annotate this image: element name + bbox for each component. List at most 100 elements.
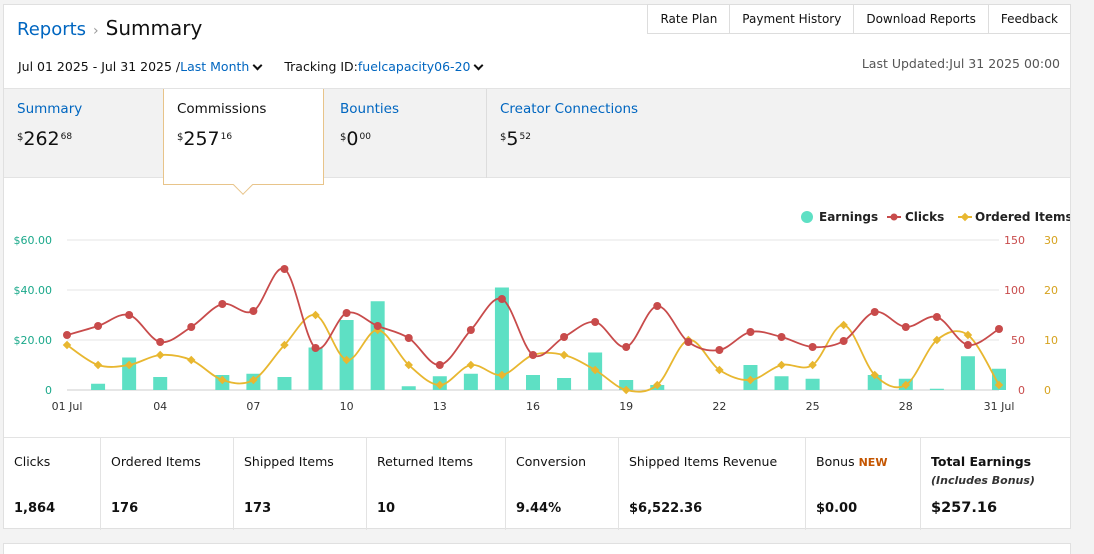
earnings-bar [805,378,820,390]
legend-ordered-label: Ordered Items [975,210,1070,224]
breadcrumb-separator-icon: › [93,23,99,39]
tab-bounties[interactable]: Bounties $ 0 00 [327,89,487,178]
left-axis-tick-label: $20.00 [14,334,53,347]
tab-creator-connections[interactable]: Creator Connections $ 5 52 [487,89,1070,178]
x-axis-tick-label: 07 [246,400,260,413]
date-range-text: Jul 01 2025 - Jul 31 2025 / [18,59,181,74]
ordered-items-point [124,360,134,370]
earnings-bar [619,380,634,390]
clicks-point [715,346,724,354]
amount-int: 5 [506,128,519,150]
download-reports-button[interactable]: Download Reports [853,4,988,34]
earnings-bar [463,373,478,390]
clicks-point [218,300,227,308]
rate-plan-button[interactable]: Rate Plan [647,4,730,34]
earnings-bar [153,377,168,390]
tab-summary[interactable]: Summary $ 262 68 [4,89,164,178]
legend-ordered-marker [960,212,970,222]
clicks-axis-tick-label: 0 [1018,384,1025,397]
clicks-point [125,311,134,319]
earnings-bar [339,320,354,390]
x-axis-tick-label: 31 Jul [984,400,1015,413]
x-axis-tick-label: 13 [433,400,447,413]
ordered-items-point [435,380,445,390]
period-chevron-down-icon[interactable] [252,60,263,70]
page-title: Summary [105,16,203,40]
last-updated: Last Updated:Jul 31 2025 00:00 [861,56,1060,71]
tracking-chevron-down-icon[interactable] [474,60,484,70]
breadcrumb: Reports › Summary [17,16,202,40]
ordered-items-point [932,335,942,345]
tab-commissions-label: Commissions [177,101,267,117]
ordered-items-point [404,360,413,370]
stat-total-earnings-label: Total Earnings [931,454,1032,469]
tab-summary-amount: $ 262 68 [17,129,72,149]
clicks-point [777,333,786,341]
amount-dec: 68 [60,132,73,142]
clicks-point [963,341,972,349]
clicks-point [249,307,258,315]
stat-conversion: Conversion 9.44% [506,438,619,530]
legend-earnings-marker [801,211,813,223]
clicks-point [311,344,320,352]
amount-symbol: $ [500,132,507,143]
clicks-point [995,325,1003,333]
stat-returned-items-label: Returned Items [377,454,474,469]
legend-clicks-marker [890,213,898,221]
clicks-point [901,323,910,331]
filter-bar: Jul 01 2025 - Jul 31 2025 / Last Month T… [18,59,488,74]
tracking-id-label: Tracking ID: [284,59,358,74]
amount-dec: 00 [359,132,371,142]
stat-total-earnings-sub: (Includes Bonus) [931,474,1035,487]
ordered-axis-tick-label: 20 [1044,284,1058,297]
ordered-items-point [155,350,165,360]
clicks-axis-tick-label: 100 [1004,284,1025,297]
clicks-line [66,267,1000,366]
ordered-items-point [963,330,973,340]
breadcrumb-reports-link[interactable]: Reports [17,19,87,40]
ordered-items-point [994,380,1004,390]
feedback-button[interactable]: Feedback [987,4,1071,34]
ordered-items-point [870,370,879,380]
left-axis-tick-label: $60.00 [14,234,53,247]
amount-symbol: $ [340,132,347,143]
ordered-items-point [715,365,724,375]
amount-int: 257 [183,128,220,150]
clicks-point [187,323,196,331]
tab-bounties-amount: $ 0 00 [340,129,371,149]
stat-returned-items-value: 10 [377,501,396,516]
period-dropdown[interactable]: Last Month [180,59,250,74]
x-axis-tick-label: 19 [619,400,633,413]
tracking-id-dropdown[interactable]: fuelcapacity06-20 [357,59,471,74]
tab-commissions[interactable]: Commissions $ 257 16 [163,89,324,195]
ordered-items-point [280,340,289,350]
clicks-point [63,331,71,339]
clicks-point [839,337,848,345]
stat-shipped-items-value: 173 [244,501,272,516]
ordered-items-point [311,310,320,320]
payment-history-button[interactable]: Payment History [729,4,854,34]
stat-shipped-revenue: Shipped Items Revenue $6,522.36 [619,438,806,530]
x-axis-tick-label: 25 [806,400,820,413]
stat-conversion-value: 9.44% [516,501,562,516]
stat-ordered-items: Ordered Items 176 [101,438,234,530]
x-axis-tick-label: 10 [340,400,354,413]
ordered-items-point [559,350,569,360]
stat-bonus-label: Bonus NEW [816,454,887,469]
clicks-point [156,338,165,346]
amount-symbol: $ [17,132,24,143]
ordered-axis-tick-label: 10 [1044,334,1058,347]
ordered-items-point [62,340,72,350]
clicks-point [560,333,569,341]
bonus-label-text: Bonus [816,454,855,469]
clicks-point [435,361,444,369]
earnings-bar [494,287,509,390]
earnings-bar [557,378,572,390]
tab-bounties-label: Bounties [340,101,400,117]
ordered-items-point [342,355,351,365]
tab-summary-label: Summary [17,101,83,117]
ordered-items-point [187,355,196,365]
earnings-bar [929,388,944,390]
earnings-bar [960,356,975,390]
amount-dec: 16 [220,132,233,142]
